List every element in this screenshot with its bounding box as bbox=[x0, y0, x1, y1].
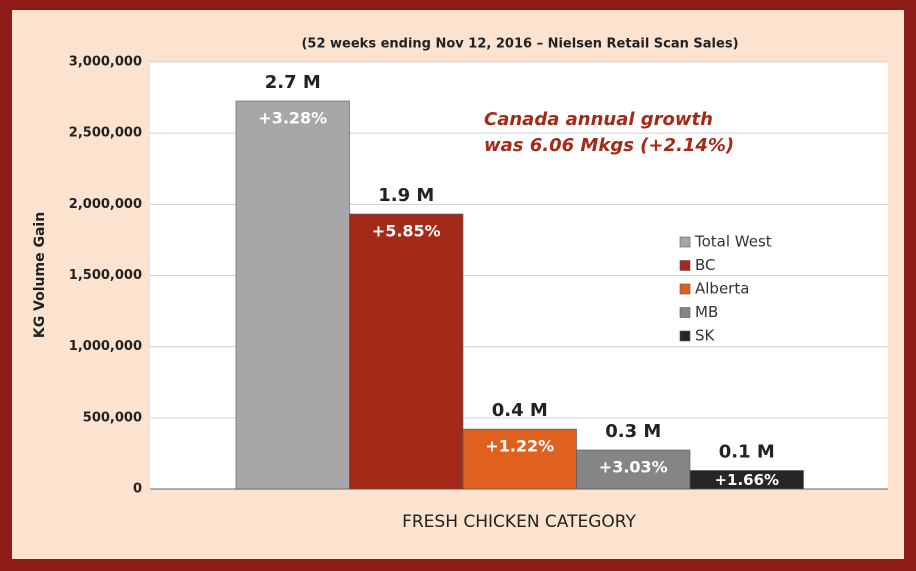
y-axis-label: KG Volume Gain bbox=[32, 212, 48, 338]
y-tick-label: 500,000 bbox=[83, 410, 142, 425]
y-tick-label: 2,000,000 bbox=[69, 197, 142, 212]
change-label: +3.03% bbox=[599, 458, 668, 477]
value-label: 0.4 M bbox=[492, 400, 548, 421]
value-label: 2.7 M bbox=[265, 72, 321, 93]
legend-swatch bbox=[679, 330, 691, 342]
x-axis-label: FRESH CHICKEN CATEGORY bbox=[402, 512, 636, 532]
change-label: +3.28% bbox=[258, 108, 327, 127]
y-tick-label: 1,000,000 bbox=[69, 339, 142, 354]
legend-label: Total West bbox=[694, 233, 772, 251]
y-tick-label: 0 bbox=[133, 482, 142, 497]
legend-label: MB bbox=[695, 303, 718, 321]
bar bbox=[576, 449, 691, 490]
legend-swatch bbox=[679, 260, 691, 271]
value-label: 0.3 M bbox=[605, 421, 661, 442]
y-tick-label: 3,000,000 bbox=[69, 55, 142, 70]
annotation: was 6.06 Mkgs (+2.14%) bbox=[484, 135, 734, 156]
legend-swatch bbox=[679, 283, 691, 295]
chart-title: (52 weeks ending Nov 12, 2016 – Nielsen … bbox=[301, 37, 738, 52]
value-label: 0.1 M bbox=[719, 441, 775, 462]
legend-label: Alberta bbox=[695, 280, 749, 298]
bar bbox=[462, 428, 577, 490]
legend-swatch bbox=[679, 307, 691, 318]
bar bbox=[689, 470, 804, 490]
bar bbox=[349, 213, 464, 490]
legend-label: SK bbox=[695, 327, 716, 345]
y-tick-label: 2,500,000 bbox=[69, 126, 142, 141]
change-label: +5.85% bbox=[372, 222, 441, 241]
value-label: 1.9 M bbox=[378, 185, 434, 206]
legend-label: BC bbox=[695, 256, 716, 274]
change-label: +1.22% bbox=[485, 437, 554, 456]
annotation: Canada annual growth bbox=[484, 109, 713, 130]
bar bbox=[235, 100, 350, 490]
change-label: +1.66% bbox=[714, 471, 779, 489]
legend-swatch bbox=[679, 236, 691, 248]
y-tick-label: 1,500,000 bbox=[69, 268, 142, 283]
